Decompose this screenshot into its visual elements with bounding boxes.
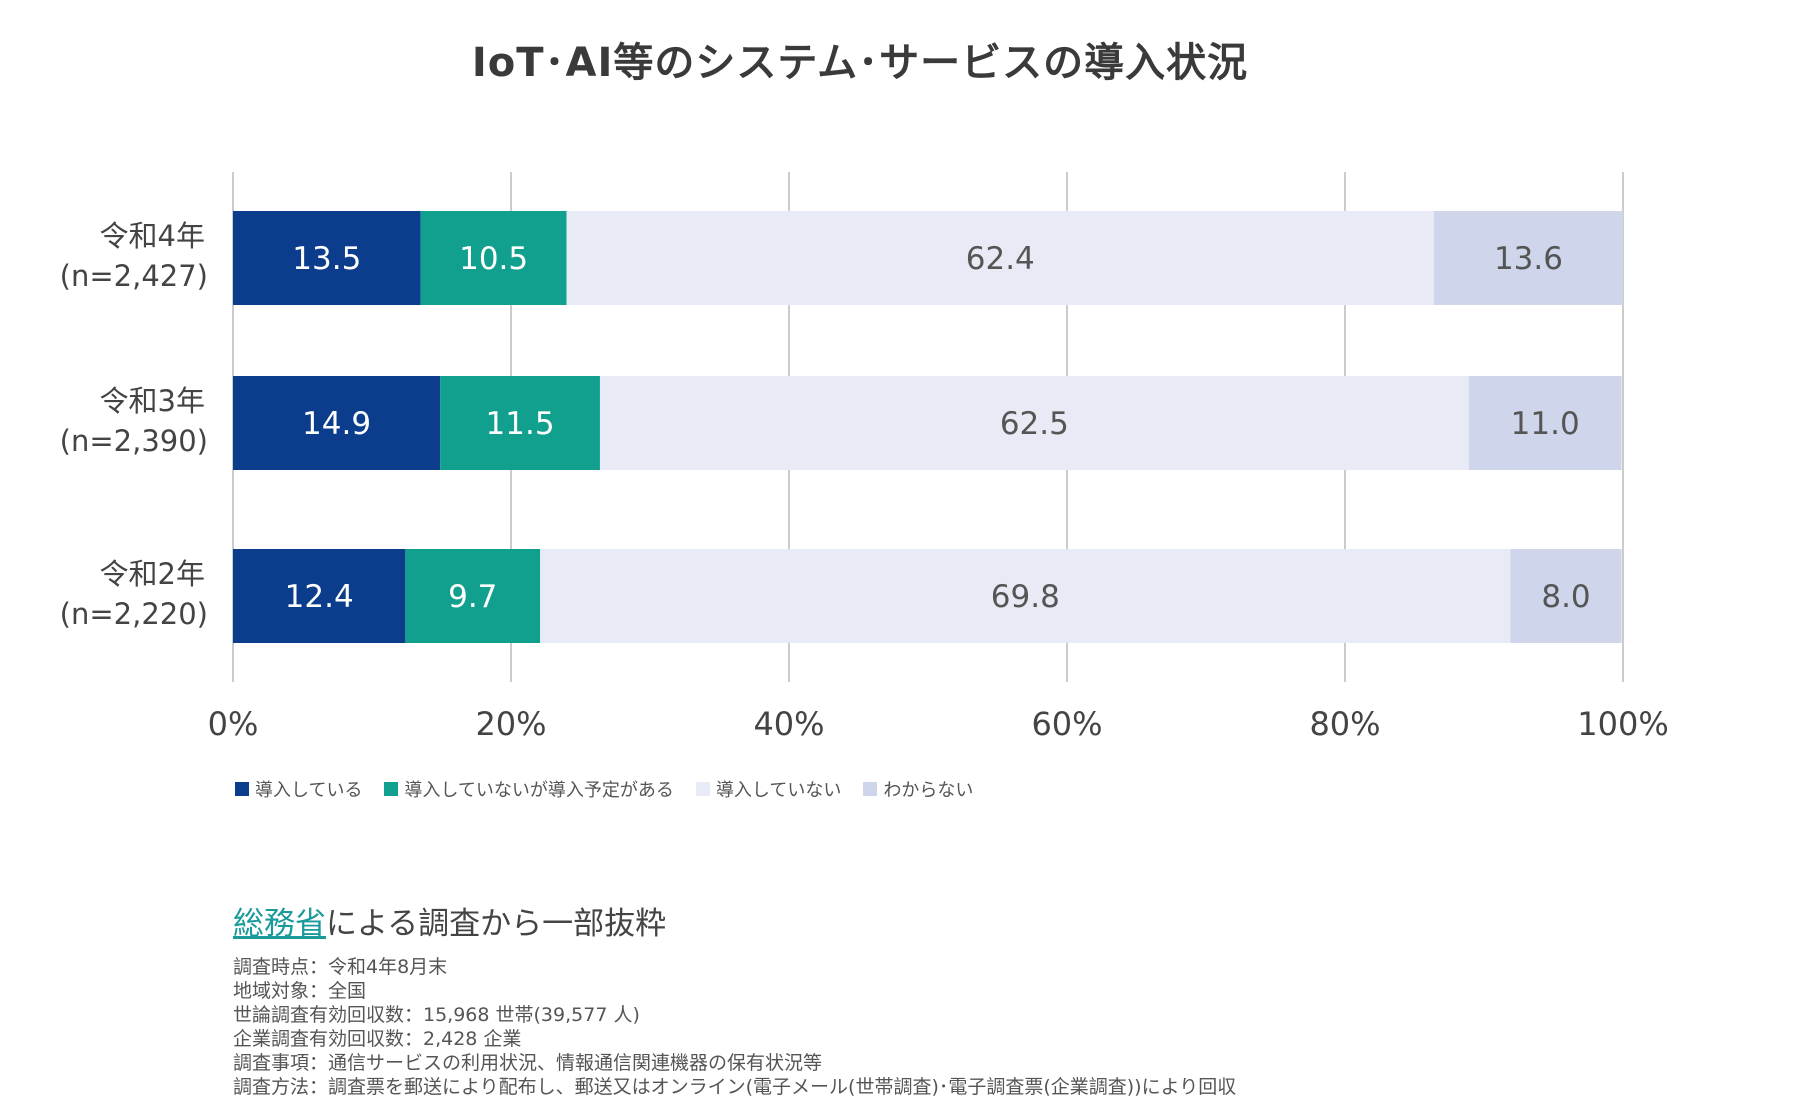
category-labels: 令和4年 (n=2,427) 令和3年 (n=2,390) 令和2年 (n=2,220) (60, 219, 208, 631)
category-label: 令和2年 (100, 557, 205, 591)
category-sample-size: (n=2,390) (60, 424, 208, 458)
stacked-bar-chart: 13.5 10.5 62.4 13.6 14.9 11.5 62.5 11.0 12.4 9.7 6… (60, 172, 1669, 743)
legend-swatch (863, 782, 878, 796)
legend: 導入している 導入していないが導入予定がある 導入していない わからない (235, 776, 973, 802)
bar-segment (1433, 211, 1623, 305)
data-label: 10.5 (459, 241, 528, 277)
data-label: 11.5 (486, 406, 555, 442)
legend-label: わからない (883, 780, 974, 801)
x-tick-label: 0% (208, 705, 259, 743)
legend-label: 導入している (255, 780, 363, 801)
data-label: 69.8 (991, 579, 1060, 615)
bar-segment (599, 376, 1469, 470)
bar-segment (233, 376, 441, 470)
legend-swatch (695, 782, 710, 796)
data-label: 8.0 (1541, 579, 1590, 615)
source-link[interactable]: 総務省 (233, 906, 326, 942)
note-line: 地域対象：全国 (233, 980, 367, 1002)
legend-label: 導入していない (715, 780, 842, 801)
bars (233, 211, 1623, 643)
bar-segment (233, 549, 406, 643)
bar-segment (566, 211, 1434, 305)
data-label: 62.4 (966, 241, 1035, 277)
bar-segment (233, 211, 421, 305)
survey-notes: 調査時点：令和4年8月末 地域対象：全国 世論調査有効回収数：15,968 世帯(3… (233, 955, 1236, 1099)
data-label: 13.6 (1494, 241, 1563, 277)
category-sample-size: (n=2,427) (60, 259, 208, 293)
x-tick-label: 80% (1309, 705, 1380, 743)
bar-segment (1468, 376, 1622, 470)
bar-segment (405, 549, 541, 643)
data-label: 9.7 (448, 579, 497, 615)
legend-item: わからない (863, 776, 973, 802)
x-tick-label: 40% (753, 705, 824, 743)
x-tick-label: 100% (1577, 705, 1668, 743)
bar-segment (1510, 549, 1622, 643)
data-labels: 13.5 10.5 62.4 13.6 14.9 11.5 62.5 11.0 12.4 9.7 6… (285, 241, 1591, 615)
x-tick-label: 60% (1031, 705, 1102, 743)
category-label: 令和3年 (100, 384, 205, 418)
chart-title: IoT･AI等のシステム･サービスの導入状況 (471, 40, 1249, 86)
x-tick-label: 20% (475, 705, 546, 743)
data-label: 62.5 (1000, 406, 1069, 442)
bar-segment (440, 376, 600, 470)
category-label: 令和4年 (100, 219, 205, 253)
category-sample-size: (n=2,220) (60, 597, 208, 631)
bar-segment (540, 549, 1511, 643)
legend-swatch (384, 782, 399, 796)
note-line: 調査時点：令和4年8月末 (233, 956, 448, 978)
note-line: 世論調査有効回収数：15,968 世帯(39,577 人) (233, 1004, 640, 1026)
data-label: 12.4 (285, 579, 354, 615)
legend-item: 導入している (235, 776, 362, 802)
source-line: 総務省による調査から一部抜粋 (233, 898, 666, 943)
note-line: 企業調査有効回収数：2,428 企業 (233, 1028, 522, 1050)
legend-item: 導入していない (695, 776, 842, 802)
data-label: 13.5 (292, 241, 361, 277)
legend-swatch (235, 782, 249, 796)
legend-label: 導入していないが導入予定がある (404, 780, 674, 801)
note-line: 調査方法：調査票を郵送により配布し、郵送又はオンライン(電子メール(世帯調査)･… (233, 1076, 1237, 1098)
note-line: 調査事項：通信サービスの利用状況、情報通信関連機器の保有状況等 (233, 1052, 823, 1074)
x-tick-labels: 0% 20% 40% 60% 80% 100% (208, 705, 1669, 743)
bar-segment (420, 211, 567, 305)
legend-item: 導入していないが導入予定がある (384, 776, 674, 802)
data-label: 11.0 (1511, 406, 1580, 442)
data-label: 14.9 (302, 406, 371, 442)
source-suffix: による調査から一部抜粋 (326, 906, 667, 942)
